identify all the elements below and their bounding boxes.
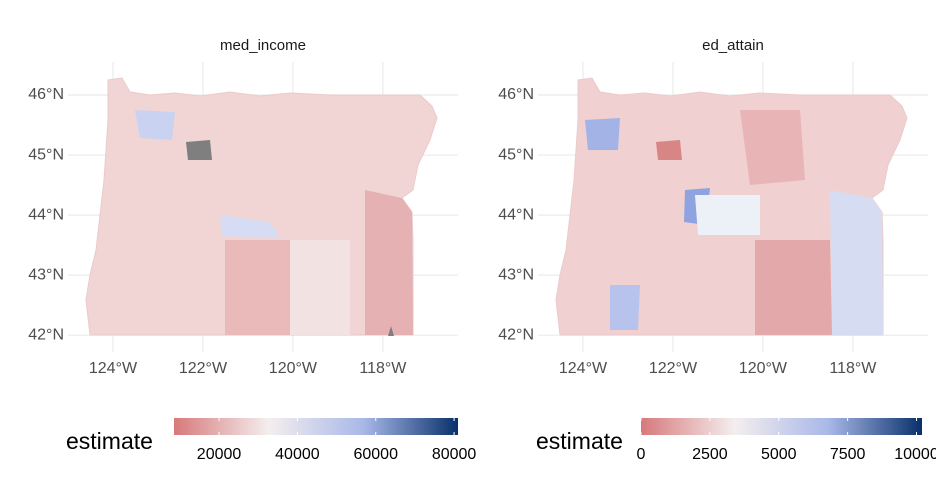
- x-tick-label: 120°W: [739, 360, 788, 377]
- x-tick-label: 120°W: [269, 360, 318, 377]
- y-tick-label: 45°N: [498, 146, 534, 163]
- region-shade: [135, 110, 175, 140]
- y-tick-label: 44°N: [28, 206, 64, 223]
- region-shade: [695, 195, 760, 235]
- legend-tick-label: 7500: [830, 446, 866, 463]
- x-tick-label: 122°W: [649, 360, 698, 377]
- state-shapes: [85, 77, 908, 336]
- legend-tick-label: 5000: [761, 446, 797, 463]
- y-tick-label: 46°N: [498, 86, 534, 103]
- legend-tick-label: 0: [637, 446, 646, 463]
- legend-tick-label: 40000: [275, 446, 320, 463]
- missing-area: [388, 326, 394, 336]
- facet-title: med_income: [220, 37, 306, 54]
- y-tick-label: 42°N: [28, 326, 64, 343]
- oregon-panel-1: [85, 77, 438, 336]
- legend-tick-label: 60000: [353, 446, 398, 463]
- missing-area: [186, 140, 212, 160]
- region-shade: [656, 140, 682, 160]
- y-tick-label: 46°N: [28, 86, 64, 103]
- x-tick-label: 118°W: [829, 360, 877, 377]
- y-tick-label: 44°N: [498, 206, 534, 223]
- legend-tick-label: 2500: [692, 446, 728, 463]
- x-tick-label: 124°W: [559, 360, 608, 377]
- y-tick-label: 45°N: [28, 146, 64, 163]
- y-tick-label: 43°N: [498, 266, 534, 283]
- region-shade: [220, 215, 280, 238]
- y-tick-label: 42°N: [498, 326, 534, 343]
- colorbar: [174, 418, 458, 435]
- x-tick-label: 124°W: [89, 360, 138, 377]
- legend-tick-label: 20000: [197, 446, 242, 463]
- label-layer: med_income 124°W 122°W 120°W 118°W 42°N 43°N 44…: [28, 37, 936, 463]
- legend-title: estimate: [66, 428, 153, 454]
- region-shade: [830, 190, 883, 335]
- region-shade: [585, 118, 620, 150]
- facet-title: ed_attain: [702, 37, 764, 54]
- region-shade: [225, 240, 290, 335]
- colorbar: [641, 418, 922, 435]
- x-tick-label: 118°W: [359, 360, 407, 377]
- region-shade: [740, 110, 805, 185]
- legend-tick-label: 10000: [894, 446, 936, 463]
- region-shade: [290, 240, 350, 335]
- region-shade: [610, 285, 640, 330]
- region-shade: [365, 190, 413, 335]
- legend-title: estimate: [536, 428, 623, 454]
- y-tick-label: 43°N: [28, 266, 64, 283]
- region-shade: [755, 240, 832, 335]
- x-tick-label: 122°W: [179, 360, 228, 377]
- oregon-panel-2: [555, 77, 908, 336]
- legend-tick-label: 80000: [432, 446, 477, 463]
